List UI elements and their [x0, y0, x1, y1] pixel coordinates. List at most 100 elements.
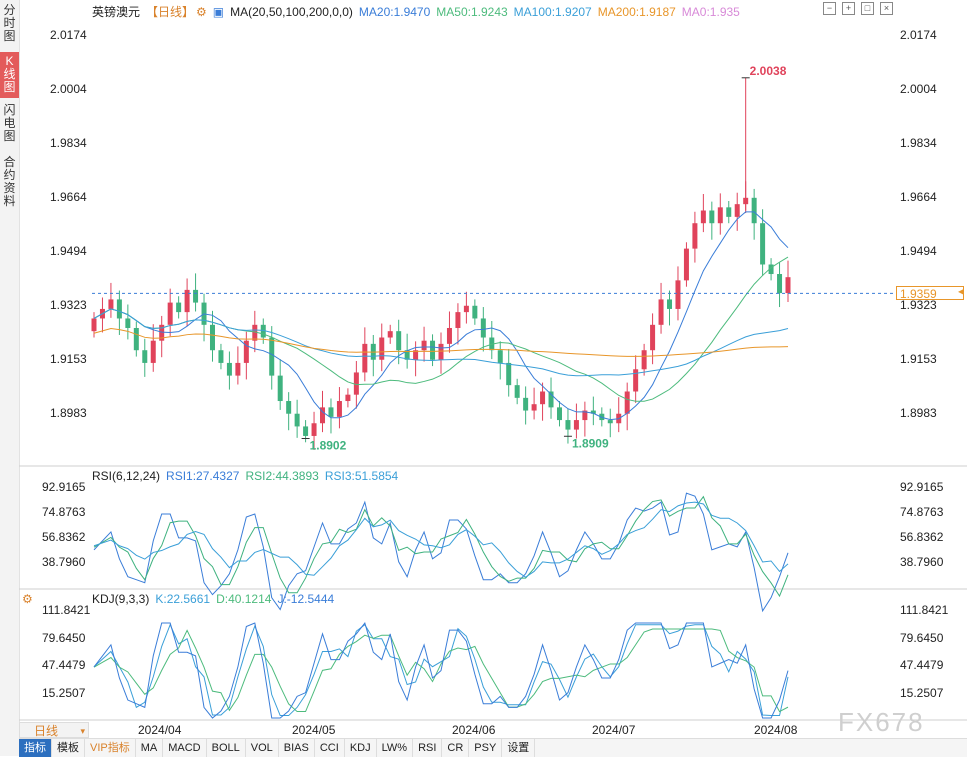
- period-selector-button[interactable]: 日线 ▾: [19, 722, 89, 738]
- candle-body: [565, 420, 571, 430]
- tab-intraday[interactable]: 分时图: [0, 4, 19, 43]
- price-tick-6-left: 1.9153: [50, 351, 87, 366]
- kdj-tick-0-right: 111.8421: [900, 603, 949, 617]
- chart-window-controls: − + □ ×: [823, 2, 893, 15]
- indicator-tab-5[interactable]: BOLL: [207, 739, 246, 757]
- candle-body: [413, 350, 419, 360]
- kdj-label: KDJ(9,3,3): [92, 592, 150, 606]
- kdj-settings-icon[interactable]: ⚙: [22, 592, 33, 606]
- indicator-tab-6[interactable]: VOL: [246, 739, 279, 757]
- candle-body: [768, 264, 774, 275]
- indicator-tab-8[interactable]: CCI: [315, 739, 345, 757]
- instrument-title: 英镑澳元: [92, 5, 141, 19]
- kdj-tick-2-right: 47.4479: [900, 658, 944, 672]
- rsi2-line: [93, 495, 789, 598]
- price-tick-2-left: 1.9834: [50, 135, 87, 150]
- ma20-value: MA20:1.9470: [358, 5, 431, 19]
- candle-body: [142, 350, 148, 363]
- rsi3-line: [93, 501, 789, 578]
- tab-flash-label: 闪电图: [3, 103, 16, 143]
- indicator-tab-7[interactable]: BIAS: [279, 739, 315, 757]
- rsi-tick-2-right: 56.8362: [900, 530, 944, 544]
- minimize-icon[interactable]: −: [823, 2, 836, 15]
- ma-params: MA(20,50,100,200,0,0): [230, 5, 353, 19]
- rsi-tick-0-right: 92.9165: [900, 480, 944, 494]
- indicator-tab-0[interactable]: 指标: [19, 739, 52, 757]
- tab-contract-info[interactable]: 合约资料: [0, 156, 19, 208]
- candle-body: [624, 391, 630, 414]
- tab-flash[interactable]: 闪电图: [0, 104, 19, 143]
- candle-body: [633, 369, 639, 392]
- low1-label: 1.8902: [310, 438, 347, 452]
- indicator-tab-2[interactable]: VIP指标: [85, 739, 136, 757]
- indicator-toolbar: 指标 模板 VIP指标 MA MACD BOLL VOL BIAS CCI KDJ LW% RSI CR…: [19, 738, 967, 757]
- candle-body: [573, 420, 579, 430]
- candle-body: [269, 337, 275, 376]
- rsi-tick-1-right: 74.8763: [900, 505, 944, 519]
- candle-body: [260, 324, 266, 338]
- zoom-in-icon[interactable]: +: [842, 2, 855, 15]
- candle-body: [556, 407, 562, 421]
- candle-body: [277, 375, 283, 402]
- candle-body: [362, 343, 368, 373]
- ma20-line: [93, 211, 789, 421]
- indicator-tab-13[interactable]: PSY: [469, 739, 503, 757]
- price-tick-7-right: 1.8983: [900, 405, 937, 420]
- indicator-tab-3[interactable]: MA: [136, 739, 164, 757]
- candle-body: [404, 350, 410, 360]
- rsi-label: RSI(6,12,24): [92, 469, 161, 483]
- candle-body: [421, 340, 427, 351]
- candle-body: [336, 401, 342, 417]
- price-tick-3-left: 1.9664: [50, 189, 87, 204]
- ma200-value: MA200:1.9187: [597, 5, 676, 19]
- indicator-tab-1[interactable]: 模板: [52, 739, 85, 757]
- candle-body: [726, 207, 732, 217]
- price-tick-3-right: 1.9664: [900, 189, 937, 204]
- candle-body: [463, 305, 469, 313]
- indicator-tab-10[interactable]: LW%: [377, 739, 414, 757]
- indicator-tab-12[interactable]: CR: [442, 739, 470, 757]
- indicator-tab-11[interactable]: RSI: [413, 739, 443, 757]
- price-tick-5-right: 1.9323: [900, 297, 937, 312]
- candle-body: [692, 223, 698, 249]
- ma200-line: [93, 327, 789, 357]
- close-icon[interactable]: ×: [880, 2, 893, 15]
- candle-body: [734, 204, 740, 217]
- kdj-tick-3-left: 15.2507: [42, 685, 86, 700]
- candle-body: [176, 302, 182, 313]
- candle-body: [387, 331, 393, 338]
- candle-body: [159, 324, 165, 341]
- candle-body: [590, 410, 596, 414]
- candle-body: [320, 407, 326, 424]
- settings-gear-icon[interactable]: ⚙: [196, 5, 207, 19]
- rsi-tick-3-right: 38.7960: [900, 555, 944, 569]
- candle-body: [379, 337, 385, 360]
- indicator-tab-4[interactable]: MACD: [163, 739, 207, 757]
- candle-body: [91, 318, 97, 332]
- candle-body: [607, 420, 613, 424]
- ma-chart-icon[interactable]: ▣: [212, 5, 225, 19]
- candle-body: [641, 350, 647, 370]
- indicator-tab-14[interactable]: 设置: [502, 739, 536, 757]
- candle-body: [777, 274, 783, 294]
- indicator-tab-9[interactable]: KDJ: [345, 739, 377, 757]
- candle-body: [709, 210, 715, 224]
- candle-body: [760, 223, 766, 265]
- low2-label: 1.8909: [572, 436, 609, 450]
- rsi-tick-1-left: 74.8763: [42, 505, 86, 519]
- kdj-j-value: J:-12.5444: [277, 592, 335, 606]
- kdj-legend: ⚙ KDJ(9,3,3) K:22.5661 D:40.1214 J:-12.5444: [22, 592, 340, 606]
- fullscreen-icon[interactable]: □: [861, 2, 874, 15]
- kdj-tick-2-left: 47.4479: [42, 658, 86, 672]
- ma0-value: MA0:1.935: [681, 5, 740, 19]
- price-tick-5-left: 1.9323: [50, 297, 87, 312]
- period-tag: 【日线】: [146, 5, 195, 19]
- kdj-tick-3-right: 15.2507: [900, 685, 944, 700]
- candle-body: [751, 197, 757, 224]
- x-axis-label-2: 2024/06: [452, 723, 496, 737]
- candle-body: [226, 362, 232, 376]
- x-axis-label-4: 2024/08: [754, 723, 798, 737]
